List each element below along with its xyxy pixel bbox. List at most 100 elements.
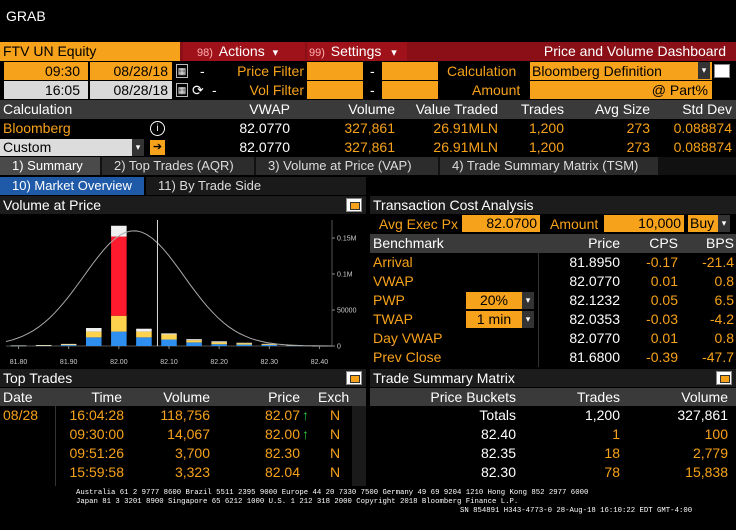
tca-panel-title: Transaction Cost Analysis: [373, 197, 534, 213]
tca-row-bps: 6.5: [714, 292, 734, 308]
y-tick-label: 0.1M: [337, 272, 353, 279]
vap-bar-segment: [60, 345, 77, 346]
vap-bar-segment: [85, 328, 102, 332]
calendar-icon[interactable]: ▦: [176, 83, 188, 97]
chevron-down-icon[interactable]: ▾: [718, 215, 730, 232]
calc-col-vwap: VWAP: [249, 101, 290, 117]
vap-bar-segment: [60, 344, 77, 346]
side-select[interactable]: Buy: [688, 215, 718, 232]
vap-bar-segment: [111, 331, 127, 346]
top-trades-panel-title: Top Trades: [3, 370, 73, 386]
start-date-input[interactable]: 08/28/18: [90, 62, 172, 80]
maximize-icon[interactable]: [346, 371, 362, 385]
x-tick-label: 82.30: [261, 359, 279, 366]
chevron-down-icon[interactable]: ▾: [522, 311, 534, 328]
tca-row-name: Prev Close: [373, 349, 442, 365]
y-tick-label: 0.15M: [337, 236, 357, 243]
tt-col-time: Time: [91, 389, 122, 405]
tab-summary[interactable]: 1) Summary: [0, 157, 100, 175]
refresh-icon[interactable]: ⟳: [192, 82, 204, 98]
start-time-input[interactable]: 09:30: [4, 62, 88, 80]
top-trades-header: Date Time Volume Price Exch: [0, 388, 366, 406]
chevron-down-icon: ▾: [391, 47, 397, 59]
vap-chart: 81.80 81.90 82.00 82.10 82.20 82.30 82.40 0 5000…: [0, 214, 366, 368]
tt-row-volume: 3,323: [174, 464, 210, 480]
end-time-input[interactable]: 16:05: [4, 81, 88, 99]
calendar-icon[interactable]: ▦: [176, 64, 188, 78]
avg-exec-input[interactable]: 82.0700: [462, 215, 540, 232]
table-row: Custom ▾ ➔ 82.0770 327,861 26.91MLN 1,20…: [0, 138, 736, 157]
calc-col-volume: Volume: [348, 101, 395, 117]
actions-menu-button[interactable]: 98) Actions ▾: [183, 42, 305, 61]
vol-filter-dash: -: [212, 82, 217, 98]
calc-row-trades: 1,200: [528, 139, 564, 155]
tsm-table-header: Price Buckets Trades Volume: [370, 388, 736, 406]
tca-row-bps: -4.2: [709, 311, 734, 327]
tca-row-name: PWP: [373, 292, 405, 308]
info-icon[interactable]: i: [150, 121, 165, 136]
tca-row-cps: -0.03: [646, 311, 678, 327]
distribution-curve: [5, 230, 333, 347]
tca-col-price: Price: [588, 235, 620, 251]
vol-filter-min-input[interactable]: [307, 81, 363, 99]
tca-inputs-row: Avg Exec Px 82.0700 Amount 10,000 Buy ▾: [370, 214, 736, 234]
price-filter-min-input[interactable]: [307, 62, 363, 80]
tca-row-bps: 0.8: [714, 273, 734, 289]
pwp-param-select[interactable]: 20%: [466, 292, 522, 309]
actions-menu-label: Actions: [218, 43, 265, 59]
tsm-panel-header: Trade Summary Matrix: [370, 369, 736, 387]
footer-line-3: SN 854891 H343-4773-0 28-Aug-18 16:10:22…: [460, 507, 693, 515]
vol-filter-max-input[interactable]: [382, 81, 438, 99]
price-filter-dash-2: -: [370, 63, 375, 79]
up-arrow-icon: ↑: [302, 407, 309, 423]
tt-row-time: 09:30:00: [69, 426, 125, 442]
tab-top-trades[interactable]: 2) Top Trades (AQR): [102, 157, 254, 175]
tab-volume-at-price[interactable]: 3) Volume at Price (VAP): [256, 157, 438, 175]
tt-col-price: Price: [268, 389, 300, 405]
calculation-label: Calculation: [447, 63, 517, 79]
table-row: 15:59:58 3,323 82.04 N: [0, 463, 366, 482]
subtab-by-trade-side[interactable]: 11) By Trade Side: [146, 177, 366, 195]
amount-input[interactable]: [530, 81, 612, 99]
calc-row-vwap: 82.0770: [239, 139, 290, 155]
tt-row-time: 16:04:28: [69, 407, 125, 423]
apply-arrow-icon[interactable]: ➔: [150, 140, 165, 155]
footer-line-2: Japan 81 3 3201 8900 Singapore 65 6212 1…: [76, 498, 519, 506]
tab-trade-summary-matrix[interactable]: 4) Trade Summary Matrix (TSM): [440, 157, 658, 175]
maximize-icon[interactable]: [716, 371, 732, 385]
vap-bar-segment: [161, 339, 177, 346]
calculation-select[interactable]: Bloomberg Definition: [530, 62, 712, 80]
maximize-icon[interactable]: [346, 198, 362, 212]
tca-row-cps: 0.01: [650, 330, 678, 346]
ticker-input[interactable]: FTV UN Equity: [0, 42, 180, 61]
vap-bar-segment: [286, 345, 303, 347]
x-tick-label: 82.10: [160, 359, 178, 366]
expand-icon[interactable]: [714, 64, 730, 78]
chevron-down-icon[interactable]: ▾: [132, 139, 144, 156]
price-filter-label: Price Filter: [237, 63, 304, 79]
tca-col-bps: BPS: [705, 235, 734, 251]
table-row: Arrival 81.8950 -0.17 -21.4: [370, 253, 736, 272]
tca-row-name: TWAP: [373, 311, 413, 327]
tca-col-cps: CPS: [649, 235, 678, 251]
settings-menu-button[interactable]: 99) Settings ▾: [307, 42, 407, 61]
twap-param-select[interactable]: 1 min: [466, 311, 522, 328]
tca-amount-input[interactable]: 10,000: [604, 215, 684, 232]
vap-bar-segment: [161, 334, 177, 340]
end-date-input[interactable]: 08/28/18: [90, 81, 172, 99]
subtab-market-overview[interactable]: 10) Market Overview: [0, 177, 144, 195]
calc-custom-select[interactable]: Custom: [0, 139, 132, 156]
chevron-down-icon[interactable]: ▾: [698, 62, 710, 79]
x-tick-label: 82.40: [311, 359, 329, 366]
calc-table-header: Calculation VWAP Volume Value Traded Tra…: [0, 100, 736, 119]
table-row: Day VWAP 82.0770 0.01 0.8: [370, 329, 736, 348]
tt-row-date: 08/28: [3, 407, 39, 423]
price-filter-max-input[interactable]: [382, 62, 438, 80]
top-trades-scrollbar[interactable]: [352, 406, 366, 486]
vap-bar-segment: [111, 225, 127, 237]
part-percent-input[interactable]: @ Part%: [612, 81, 712, 99]
tt-row-volume: 118,756: [160, 407, 210, 423]
calc-row-volume: 327,861: [344, 139, 395, 155]
chevron-down-icon[interactable]: ▾: [522, 292, 534, 309]
tca-row-name: Arrival: [373, 254, 413, 270]
